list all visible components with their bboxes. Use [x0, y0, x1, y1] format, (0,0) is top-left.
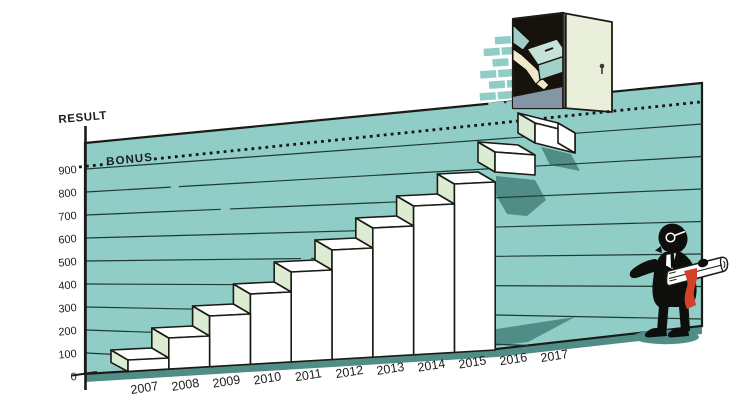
y-tick-label-100: 100 [58, 348, 77, 362]
year-label-2010: 2010 [253, 369, 283, 387]
left-shoe [644, 328, 667, 338]
open-door [511, 11, 613, 113]
businessman [629, 223, 729, 345]
column-front [127, 357, 170, 373]
door-panel [562, 12, 613, 113]
y-tick-label-700: 700 [58, 210, 77, 224]
brick-4 [480, 69, 497, 79]
year-label-2015: 2015 [458, 353, 488, 371]
bonus-label: BONUS [106, 152, 154, 169]
year-label-2016: 2016 [499, 350, 529, 368]
year-label-2009: 2009 [212, 373, 242, 391]
step-right-side [557, 122, 576, 154]
year-label-2007: 2007 [130, 379, 160, 397]
column-front [453, 181, 497, 354]
y-axis: 0 100 200 300 400 500 600 700 800 900 [58, 126, 98, 390]
glasses-temple [674, 230, 686, 237]
bonus-dots-0 [78, 162, 109, 169]
y-tick-label-300: 300 [58, 302, 77, 316]
brick-6 [488, 80, 506, 89]
column-front [208, 313, 252, 368]
column-front [290, 269, 333, 363]
column-front [371, 225, 415, 358]
doorway-floor [513, 87, 563, 108]
year-label-2011: 2011 [294, 366, 323, 384]
column-2007 [110, 347, 170, 373]
right-shoe [667, 328, 689, 338]
column-front [331, 247, 374, 361]
step-front [494, 151, 536, 176]
wall-base-band [85, 326, 702, 382]
column-2009 [191, 303, 252, 368]
year-label-2013: 2013 [376, 360, 406, 378]
year-labels: 2007 2008 2009 2010 2011 2012 2013 2014 2015 2016… [130, 347, 570, 397]
roll-curl [723, 260, 726, 269]
floating-steps [477, 112, 576, 176]
year-label-2008: 2008 [171, 376, 201, 394]
bonus-dots-1 [153, 100, 701, 161]
y-tick-label-200: 200 [58, 325, 77, 339]
gridline-700 [85, 188, 703, 216]
brick-5 [497, 68, 515, 78]
brick-0 [494, 35, 512, 45]
staircase-columns [110, 171, 497, 373]
floating-step-2016 [477, 141, 536, 176]
head [658, 223, 688, 254]
glasses-icon [665, 232, 676, 243]
y-tick-label-400: 400 [58, 279, 77, 293]
y-tick-label-0: 0 [70, 371, 77, 383]
year-label-2012: 2012 [335, 363, 365, 381]
brick-3 [492, 58, 509, 67]
step-shadow-2016 [496, 176, 546, 216]
gridline-900 [85, 123, 703, 170]
gridline-800 [85, 155, 703, 193]
roll-end-cap [719, 256, 729, 273]
column-front [412, 203, 456, 356]
y-tick-label-500: 500 [58, 256, 77, 270]
red-ribbon [684, 268, 697, 309]
safe-box-handle [544, 47, 554, 52]
brick-8 [479, 92, 497, 101]
keyhole-icon [599, 63, 605, 69]
y-tick-label-900: 900 [58, 164, 77, 178]
y-tick-label-800: 800 [58, 187, 77, 201]
right-leg [679, 306, 690, 331]
y-axis-title: RESULT [58, 110, 108, 126]
brick-9 [497, 90, 514, 100]
column-front [249, 291, 293, 366]
year-label-2017: 2017 [540, 347, 570, 365]
chin [655, 246, 662, 253]
column-front [168, 335, 211, 370]
year-label-2014: 2014 [417, 357, 447, 375]
floating-step-2017 [517, 112, 576, 154]
brick-1 [483, 47, 500, 57]
left-leg [657, 306, 669, 331]
zero-tick [71, 371, 98, 377]
pointing-arm [629, 259, 661, 279]
brick-2 [501, 46, 515, 56]
roll-left-edges [668, 271, 677, 282]
reaching-arm-sleeve [512, 24, 531, 51]
brick-10 [488, 101, 505, 111]
bonus-dotted-line [78, 100, 701, 169]
y-tick-label-600: 600 [58, 233, 77, 247]
gripping-hand [697, 258, 709, 268]
tie [670, 253, 675, 268]
